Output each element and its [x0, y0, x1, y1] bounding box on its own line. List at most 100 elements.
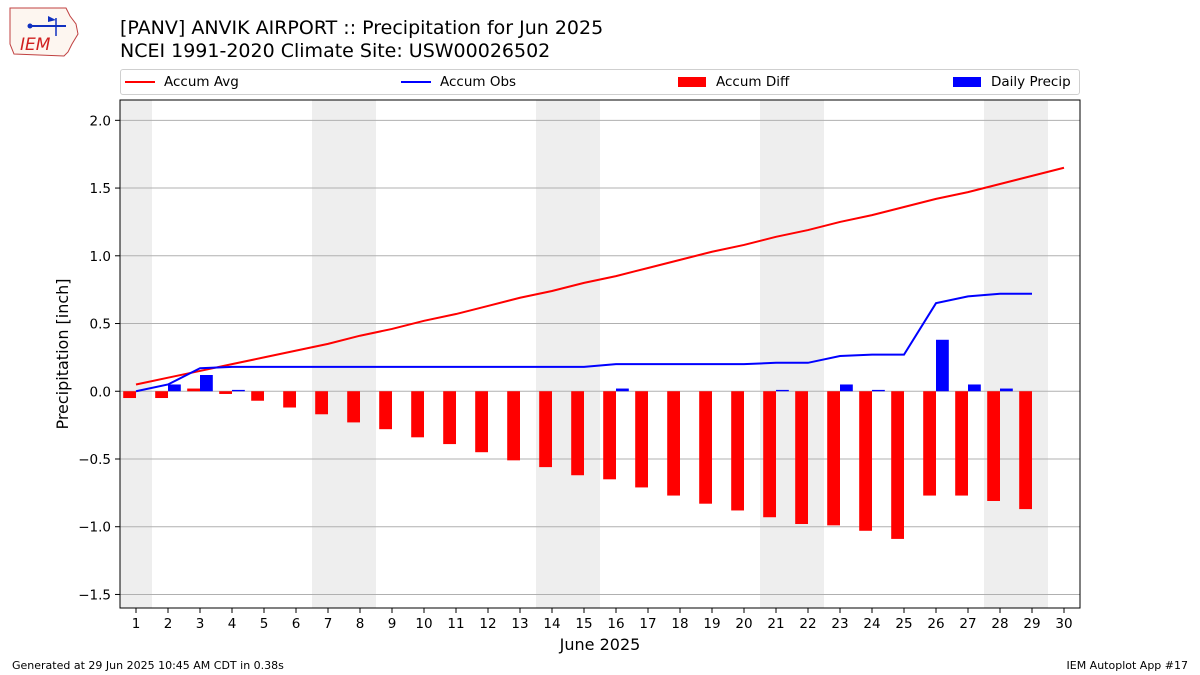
legend-swatch-accum-diff — [678, 77, 706, 87]
x-tick-label-6: 6 — [292, 616, 301, 632]
x-tick-label-24: 24 — [863, 616, 880, 632]
accum-diff-bar-day-15 — [571, 391, 584, 476]
daily-precip-bar-day-16 — [616, 388, 629, 392]
x-tick-label-10: 10 — [415, 616, 432, 632]
legend-item-accum-obs: Accum Obs — [401, 70, 516, 94]
x-tick-label-15: 15 — [575, 616, 592, 632]
daily-precip-bar-day-26 — [936, 339, 949, 392]
weekend-shade-day-22 — [792, 100, 824, 608]
weekend-shade-day-8 — [344, 100, 376, 608]
legend-swatch-daily-precip — [953, 77, 981, 87]
logo-text: IEM — [20, 35, 51, 55]
accum-diff-bar-day-5 — [251, 391, 264, 401]
y-tick-label-4: 0.5 — [90, 317, 111, 333]
daily-precip-bar-day-4 — [232, 389, 245, 392]
accum-diff-bar-day-4 — [219, 391, 232, 394]
x-tick-label-9: 9 — [388, 616, 397, 632]
daily-precip-bar-day-21 — [776, 389, 789, 392]
x-tick-label-7: 7 — [324, 616, 333, 632]
y-tick-label-5: 1.0 — [90, 249, 111, 265]
y-tick-label-1: −1.0 — [78, 520, 111, 536]
daily-precip-bar-day-3 — [200, 374, 213, 392]
daily-precip-bar-day-23 — [840, 384, 853, 392]
accum-diff-bar-day-20 — [731, 391, 744, 511]
x-tick-label-13: 13 — [511, 616, 528, 632]
x-axis: 1 2 3 4 5 6 7 8 9 10 11 12 13 14 15 16 17 18 19 20 21 22 23 24 2… — [132, 608, 1073, 632]
chart-legend: Accum Avg Accum Obs Accum Diff Daily Pre… — [120, 69, 1080, 95]
chart-title: [PANV] ANVIK AIRPORT :: Precipitation fo… — [120, 17, 604, 39]
accum-diff-bar-day-17 — [635, 391, 648, 488]
x-tick-label-14: 14 — [543, 616, 560, 632]
x-tick-label-1: 1 — [132, 616, 141, 632]
accum-diff-bar-day-9 — [379, 391, 392, 430]
accum-diff-bar-day-10 — [411, 391, 424, 438]
daily-precip-bar-day-24 — [872, 389, 885, 392]
lines — [135, 166, 1065, 393]
accum-diff-bar-day-28 — [987, 391, 1000, 501]
x-tick-label-8: 8 — [356, 616, 365, 632]
accum-diff-bar-day-19 — [699, 391, 712, 504]
legend-item-daily-precip: Daily Precip — [953, 70, 1071, 94]
weekend-shade-day-28 — [984, 100, 1016, 608]
x-tick-label-25: 25 — [895, 616, 912, 632]
x-tick-label-19: 19 — [703, 616, 720, 632]
x-tick-label-21: 21 — [767, 616, 784, 632]
x-tick-label-27: 27 — [959, 616, 976, 632]
x-tick-label-20: 20 — [735, 616, 752, 632]
x-axis-label: June 2025 — [559, 635, 641, 654]
legend-label-accum-avg: Accum Avg — [164, 74, 239, 90]
accum-diff-bar-day-14 — [539, 391, 552, 468]
iowa-map-icon: IEM — [9, 7, 79, 57]
y-tick-label-7: 2.0 — [90, 113, 111, 129]
legend-label-accum-diff: Accum Diff — [716, 74, 790, 90]
x-tick-label-23: 23 — [831, 616, 848, 632]
footer-generated: Generated at 29 Jun 2025 10:45 AM CDT in… — [12, 659, 284, 672]
plot-frame — [119, 99, 1081, 609]
accum-diff-bar-day-29 — [1019, 391, 1032, 510]
legend-swatch-accum-obs — [401, 81, 431, 83]
accum-diff-bar-day-22 — [795, 391, 808, 525]
y-tick-label-2: −0.5 — [78, 452, 111, 468]
legend-label-daily-precip: Daily Precip — [991, 74, 1071, 90]
weekend-shade-day-14 — [536, 100, 568, 608]
accum-diff-bar-day-8 — [347, 391, 360, 423]
accum-diff-bar-day-27 — [955, 391, 968, 496]
accum-diff-bar-day-21 — [763, 391, 776, 518]
weekend-shade-day-1 — [120, 100, 152, 608]
x-tick-label-17: 17 — [639, 616, 656, 632]
legend-item-accum-avg: Accum Avg — [125, 70, 239, 94]
y-axis-label: Precipitation [inch] — [53, 278, 72, 429]
x-tick-label-22: 22 — [799, 616, 816, 632]
daily-precip-bar-day-27 — [968, 384, 981, 392]
footer-app: IEM Autoplot App #17 — [1066, 659, 1189, 672]
x-tick-label-28: 28 — [991, 616, 1008, 632]
x-tick-label-2: 2 — [164, 616, 173, 632]
x-tick-label-4: 4 — [228, 616, 237, 632]
accum-diff-bar-day-13 — [507, 391, 520, 461]
x-tick-label-16: 16 — [607, 616, 624, 632]
legend-swatch-accum-avg — [125, 81, 155, 83]
y-axis: −1.5 −1.0 −0.5 0.0 0.5 1.0 1.5 2.0 — [78, 113, 120, 603]
legend-item-accum-diff: Accum Diff — [678, 70, 789, 94]
x-tick-label-26: 26 — [927, 616, 944, 632]
weekend-shade-day-7 — [312, 100, 344, 608]
accum-diff-bar-day-7 — [315, 391, 328, 415]
accum-diff-bar-day-23 — [827, 391, 840, 526]
x-tick-label-29: 29 — [1023, 616, 1040, 632]
daily-precip-bar-day-28 — [1000, 388, 1013, 392]
accum-diff-bar-day-24 — [859, 391, 872, 531]
daily-precip-bar-day-2 — [168, 384, 181, 392]
accum-diff-bar-day-1 — [123, 391, 136, 399]
accum-diff-bar-day-12 — [475, 391, 488, 453]
accum-avg-line — [135, 166, 1065, 386]
x-tick-label-11: 11 — [447, 616, 464, 632]
accum-diff-bar-day-25 — [891, 391, 904, 539]
accum-diff-bar-day-11 — [443, 391, 456, 445]
weekend-shade-day-29 — [1016, 100, 1048, 608]
chart-subtitle: NCEI 1991-2020 Climate Site: USW00026502 — [120, 40, 551, 62]
y-tick-label-3: 0.0 — [90, 384, 111, 400]
accum-diff-bar-day-16 — [603, 391, 616, 480]
weekend-shade-day-15 — [568, 100, 600, 608]
weekend-shade-day-21 — [760, 100, 792, 608]
